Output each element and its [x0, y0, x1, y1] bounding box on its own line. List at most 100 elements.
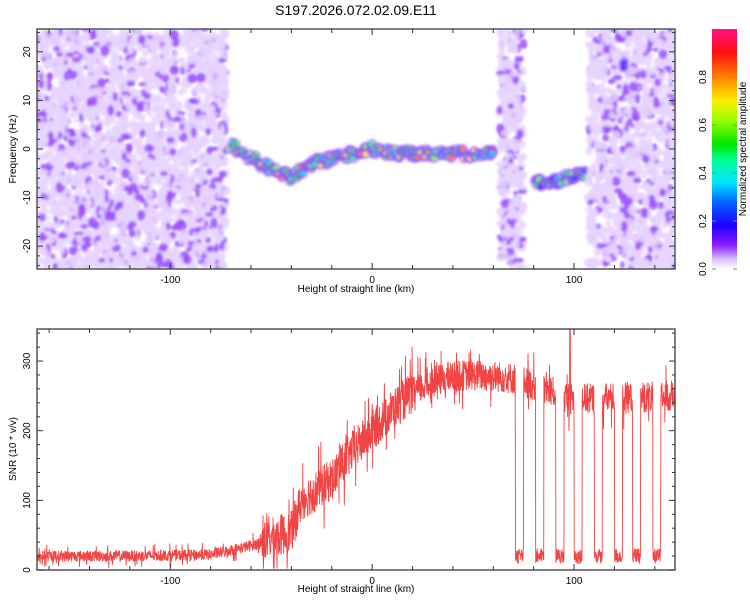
heatmap-cell: [515, 107, 522, 117]
heatmap-cell: [509, 262, 514, 269]
snr-ylabel: SNR (10 * v/v): [8, 417, 19, 481]
heatmap-cell: [153, 33, 164, 45]
heatmap-cell: [200, 135, 205, 144]
heatmap-cell: [142, 246, 149, 254]
heatmap-cell: [513, 63, 520, 71]
heatmap-cell: [504, 139, 514, 146]
heatmap-cell: [167, 94, 176, 100]
heatmap-cell: [168, 84, 177, 93]
heatmap-cell: [135, 144, 140, 150]
heatmap-cell: [141, 49, 150, 57]
heatmap-cell: [80, 144, 91, 154]
heatmap-cell: [104, 194, 109, 203]
heatmap-cell: [138, 68, 148, 76]
heatmap-cell: [203, 99, 209, 108]
heatmap-cell: [195, 209, 206, 215]
heatmap-cell: [500, 129, 510, 137]
heatmap-cell: [668, 130, 675, 135]
heatmap-cell: [500, 84, 508, 92]
heatmap-cell: [610, 51, 617, 62]
heatmap-cell: [177, 219, 185, 226]
heatmap-cell: [615, 105, 622, 114]
heatmap-cell: [205, 69, 213, 76]
heatmap-cell: [37, 103, 42, 109]
heatmap-cell: [159, 150, 166, 159]
heatmap-cell: [137, 210, 146, 221]
heatmap-cell: [140, 114, 146, 120]
heatmap-cell: [51, 230, 58, 235]
x-tick-label: 100: [566, 275, 583, 286]
heatmap-cell: [498, 181, 509, 186]
heatmap-cell: [40, 163, 47, 170]
heatmap-cell: [205, 128, 212, 136]
heatmap-cell: [664, 106, 672, 112]
heatmap-cell: [496, 52, 504, 60]
heatmap-cell: [99, 184, 104, 195]
heatmap-cell: [113, 184, 124, 196]
heatmap-cell: [630, 148, 641, 158]
heatmap-cell: [164, 62, 170, 69]
heatmap-cell: [198, 160, 204, 171]
y-tick-label: 300: [22, 352, 33, 369]
heatmap-cell: [515, 243, 520, 249]
heatmap-cell: [54, 115, 64, 127]
colorbar-label: Normalized spectral amplitude: [738, 81, 749, 216]
heatmap-cell: [100, 200, 111, 205]
heatmap-cell: [82, 257, 89, 267]
x-tick-label: -100: [160, 275, 180, 286]
heatmap-cell: [625, 177, 632, 184]
heatmap-cell: [92, 220, 100, 230]
heatmap-cell: [191, 149, 200, 155]
heatmap-cell: [660, 160, 666, 170]
heatmap-cell: [44, 95, 50, 101]
heatmap-cell: [217, 147, 223, 152]
heatmap-cell: [203, 256, 212, 265]
heatmap-cell: [671, 67, 675, 74]
heatmap-cell: [103, 85, 111, 92]
heatmap-cell: [47, 102, 55, 114]
heatmap-cell: [124, 100, 134, 110]
heatmap-cell: [151, 83, 161, 90]
heatmap-cell: [151, 211, 159, 219]
heatmap-cell: [160, 157, 168, 167]
heatmap-cell: [54, 205, 63, 215]
heatmap-cell: [601, 168, 610, 179]
heatmap-cell: [82, 236, 92, 244]
snr-xlabel: Height of straight line (km): [298, 584, 415, 595]
heatmap-cell: [615, 223, 622, 229]
heatmap-cell: [586, 41, 594, 48]
heatmap-cell: [77, 197, 84, 204]
heatmap-cell: [65, 132, 71, 137]
heatmap-cell: [664, 201, 675, 207]
heatmap-cell: [597, 123, 605, 128]
heatmap-cell: [500, 229, 508, 238]
heatmap-cell: [624, 37, 633, 46]
heatmap-cell: [212, 136, 218, 144]
heatmap-cell: [179, 264, 185, 269]
heatmap-cell: [70, 215, 77, 220]
heatmap-cell: [67, 168, 73, 177]
heatmap-cell: [168, 109, 174, 115]
heatmap-cell: [623, 106, 633, 116]
heatmap-cell: [48, 155, 59, 166]
heatmap-cell: [639, 69, 647, 79]
heatmap-cell: [154, 254, 164, 265]
heatmap-cell: [37, 78, 44, 89]
heatmap-cell: [191, 127, 197, 138]
heatmap-cell: [165, 222, 171, 231]
heatmap-cell: [88, 151, 97, 161]
heatmap-cell: [638, 262, 643, 269]
heatmap-cell: [37, 118, 44, 123]
heatmap-cell: [98, 62, 107, 71]
heatmap-cell: [65, 161, 75, 170]
y-tick-label: 0: [22, 146, 33, 152]
heatmap-cell: [654, 162, 660, 169]
heatmap-cell: [147, 186, 152, 195]
heatmap-cell: [659, 40, 668, 50]
heatmap-cell: [517, 125, 527, 130]
heatmap-cell: [43, 264, 48, 269]
heatmap-cell: [590, 235, 598, 241]
heatmap-cell: [202, 159, 207, 165]
heatmap-cell: [55, 86, 64, 91]
heatmap-cell: [644, 35, 649, 43]
